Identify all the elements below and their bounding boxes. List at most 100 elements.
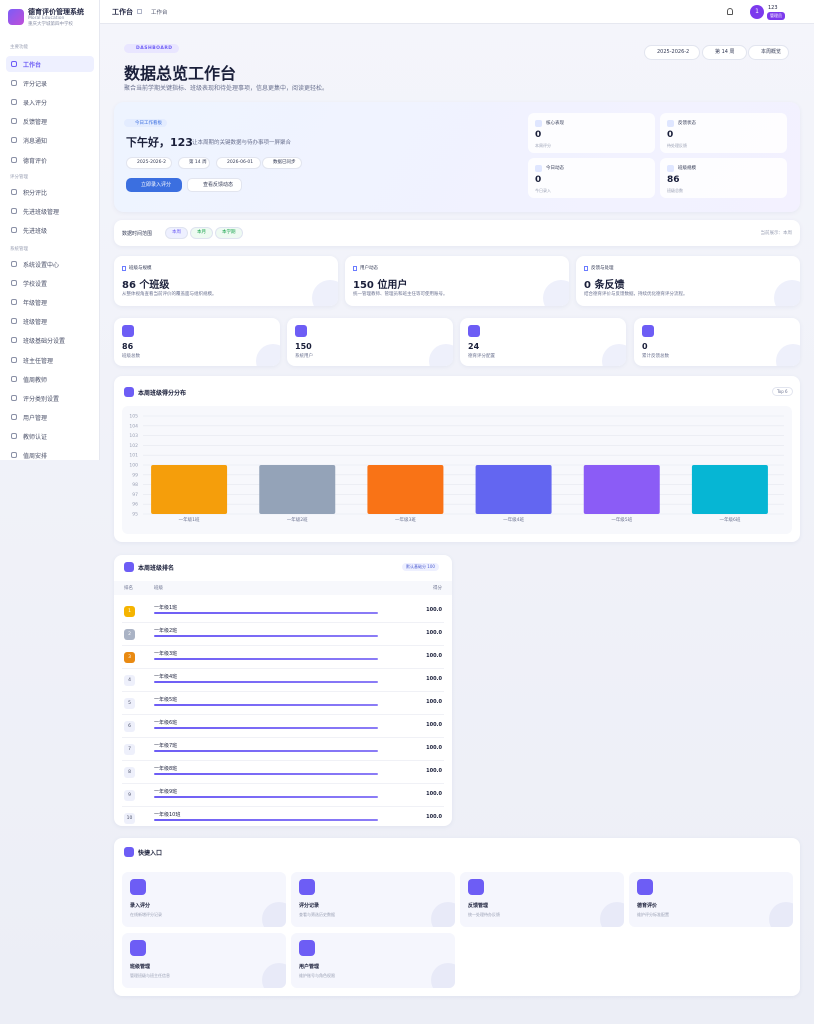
hero-subtitle: 聚合当前学期关键指标、班级表现和待处理事项，信息更集中，阅读更轻松。: [124, 85, 329, 92]
hero-chip[interactable]: 第 14 周: [702, 45, 747, 60]
nav-icon: [11, 394, 17, 401]
nav-icon: [11, 299, 17, 306]
summary-card: 反馈与处理 0 条反馈 结合德育评价与反馈数据，持续优化德育评分流程。: [576, 256, 800, 306]
mini-stat: 今日动态 0 今日录入: [528, 158, 655, 198]
nav-item[interactable]: 值周教师: [23, 376, 48, 384]
welcome-tag: 今日工作看板: [124, 119, 167, 127]
nav-item[interactable]: 消息通知: [23, 138, 48, 146]
quick-card[interactable]: 录入评分 在线新增评分记录: [122, 872, 286, 927]
rank-bar: [154, 612, 378, 614]
filter-option[interactable]: 本周: [165, 227, 188, 239]
nav-item[interactable]: 先进班级管理: [23, 209, 60, 217]
quick-card-icon: [637, 879, 653, 895]
ranking-title: 本周班级排名: [138, 565, 175, 572]
stat-card: 86 班级总数: [114, 318, 280, 366]
quick-card-title: 评分记录: [299, 903, 320, 909]
summary-icon: [353, 266, 357, 271]
summary-label: 用户动态: [360, 266, 378, 271]
hero-title: 数据总览工作台: [124, 64, 237, 83]
bell[interactable]: [727, 8, 733, 15]
quick-card[interactable]: 用户管理 维护账号与角色权限: [291, 933, 455, 988]
stat-icon: [295, 325, 307, 337]
nav-icon: [11, 280, 17, 287]
hero-chip[interactable]: 2025-2026-2: [644, 45, 700, 60]
filter-bar: 数据时间范围 本周 本月 本学期 当前展示：本周: [114, 220, 800, 246]
rank-class: 一年级6班: [154, 720, 178, 726]
mini-icon: [535, 120, 542, 127]
ranking-header: 得分: [433, 586, 442, 591]
quick-card[interactable]: 反馈管理 统一处理待办反馈: [460, 872, 624, 927]
nav-item[interactable]: 录入评分: [23, 100, 48, 108]
quick-card-text: 统一处理待办反馈: [468, 912, 500, 917]
summary-deco: [543, 280, 569, 306]
stat-icon: [122, 325, 134, 337]
nav-icon: [11, 137, 17, 144]
quick-card[interactable]: 德育评价 维护评分标准配置: [629, 872, 793, 927]
quick-card[interactable]: 评分记录 查看与筛选历史数据: [291, 872, 455, 927]
nav-icon: [11, 208, 17, 215]
info-chip: 2026-06-01: [216, 157, 261, 169]
secondary-button[interactable]: 查看反馈动态: [187, 178, 242, 192]
nav-item[interactable]: 工作台: [23, 62, 42, 69]
avatar[interactable]: 1: [750, 5, 764, 19]
nav-icon: [11, 189, 17, 195]
nav-item[interactable]: 德育评价: [23, 157, 48, 165]
primary-button[interactable]: 立即录入评分: [126, 178, 182, 192]
school: 重庆大学城第四中学校: [28, 22, 73, 27]
rank-class: 一年级10班: [154, 812, 181, 818]
rank-bar: [154, 635, 378, 637]
mini-note: 待处理反馈: [667, 143, 687, 148]
summary-label: 班级与规模: [129, 266, 152, 271]
mini-stat: 班级规模 86 班级总数: [660, 158, 787, 198]
nav-icon: [11, 156, 17, 163]
rank-bar: [154, 681, 378, 683]
mini-icon: [535, 165, 542, 172]
nav-item[interactable]: 值周安排: [23, 453, 48, 460]
rank-bar: [154, 750, 378, 752]
stat-label: 累计反馈总数: [642, 354, 669, 359]
row-divider: [122, 691, 444, 692]
nav-heading: 主要功能: [10, 45, 28, 50]
nav-icon: [11, 318, 17, 325]
nav-item[interactable]: 教师认证: [23, 433, 48, 441]
rank-badge: 6: [124, 721, 135, 732]
rank-badge: 7: [124, 744, 135, 755]
rank-class: 一年级8班: [154, 766, 178, 772]
ranking-tag: 默认基础分 100: [402, 563, 439, 571]
nav-item[interactable]: 年级管理: [23, 300, 48, 308]
nav-item[interactable]: 反馈管理: [23, 119, 48, 127]
quick-title: 快捷入口: [138, 850, 163, 857]
rank-badge: 1: [124, 606, 135, 617]
home-icon: [137, 9, 142, 14]
mini-icon: [667, 120, 674, 127]
nav-item[interactable]: 先进班级: [23, 228, 48, 236]
logo: [8, 9, 24, 25]
nav-item[interactable]: 积分评比: [23, 190, 48, 197]
quick-card-icon: [299, 940, 315, 956]
sidebar: 德育评价管理系统 Moral Education 重庆大学城第四中学校 主要功能 工作台…: [0, 0, 100, 460]
nav-item[interactable]: 班主任管理: [23, 357, 54, 365]
hero-chip[interactable]: 本周概览: [748, 45, 789, 60]
nav-icon: [11, 61, 17, 67]
rank-score: 100.0: [426, 676, 442, 682]
nav-item[interactable]: 班级基础分设置: [23, 338, 66, 346]
greeting-note: 让本周期的关键数据与待办事项一屏聚合: [192, 140, 292, 146]
nav-item[interactable]: 评分记录: [23, 81, 48, 89]
quick-card-title: 录入评分: [130, 903, 151, 909]
nav-item[interactable]: 学校设置: [23, 281, 48, 289]
rank-badge: 4: [124, 675, 135, 686]
mini-icon: [667, 165, 674, 172]
nav-item[interactable]: 用户管理: [23, 414, 48, 422]
filter-option[interactable]: 本学期: [215, 227, 243, 239]
nav-icon: [11, 432, 17, 439]
nav-heading: 评分管理: [10, 175, 28, 180]
nav-item[interactable]: 评分类别设置: [23, 395, 60, 403]
row-divider: [122, 714, 444, 715]
quick-card-icon: [468, 879, 484, 895]
nav-item[interactable]: 班级管理: [23, 319, 48, 327]
mini-value: 0: [535, 130, 542, 140]
quick-card[interactable]: 班级管理 管理班级与班主任信息: [122, 933, 286, 988]
hero-badge: DASHBOARD: [124, 44, 179, 53]
filter-option[interactable]: 本月: [190, 227, 213, 239]
nav-item[interactable]: 系统设置中心: [23, 262, 60, 269]
